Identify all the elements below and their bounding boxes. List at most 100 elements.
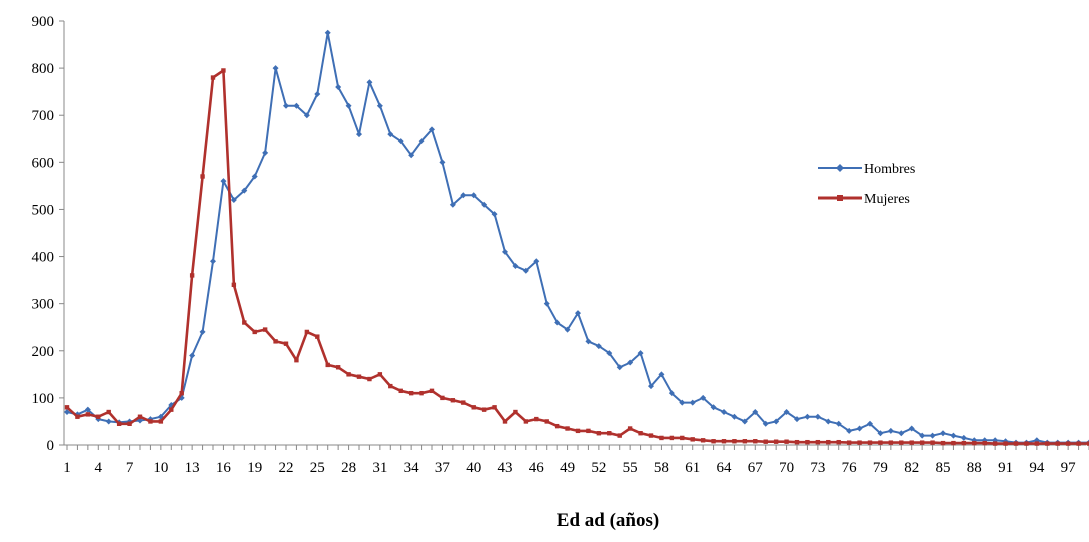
data-point [512,262,519,269]
x-tick-label: 88 [967,460,982,476]
data-point [648,433,654,438]
data-point [470,192,477,199]
data-point [732,439,737,444]
data-point [627,359,634,366]
data-point [251,173,258,180]
data-point [429,126,435,133]
data-point [199,328,206,335]
data-point [784,439,789,444]
legend-item-hombres: Hombres [818,162,915,177]
data-point [64,409,70,416]
data-point [648,383,654,390]
data-point [669,435,675,441]
data-point [293,102,300,109]
data-point [148,419,153,424]
data-point [294,358,299,363]
x-tick-label: 70 [779,460,794,476]
data-point [481,201,488,208]
data-point [899,440,904,445]
data-point [637,350,644,357]
data-point [84,406,91,413]
legend-marker [836,164,844,172]
x-tick-label: 25 [310,460,325,476]
data-point [127,421,132,426]
x-tick-label: 43 [498,460,513,476]
data-point [972,440,977,446]
data-point [741,418,748,425]
x-tick-label: 55 [623,460,638,476]
data-point [773,439,779,444]
series-hombres [64,29,1089,446]
data-point [210,75,216,80]
y-tick-label: 0 [47,438,55,454]
data-point [304,329,310,335]
legend: Hombres Mujeres [818,162,915,207]
data-point [210,258,216,265]
data-point [169,407,174,412]
x-tick-label: 10 [153,460,168,476]
data-point [826,439,831,445]
data-point [575,310,581,317]
data-point [1024,441,1029,446]
x-tick-label: 37 [435,460,451,476]
data-point [439,159,446,166]
data-point [679,399,686,406]
data-point [1076,441,1081,446]
data-point [773,418,780,425]
data-point [106,409,111,415]
data-point [314,91,321,98]
data-point [846,440,852,445]
data-point [1013,441,1019,446]
data-point [189,352,196,359]
data-point [742,439,748,444]
data-point [909,440,914,445]
data-point [335,365,341,370]
data-point [919,432,926,439]
data-point [564,326,571,333]
x-tick-label: 22 [279,460,294,476]
data-point [388,383,393,389]
data-point [929,432,936,439]
data-point [419,390,424,396]
data-point [544,419,549,424]
legend-marker [837,195,843,201]
x-tick-label: 94 [1029,460,1045,476]
data-point [721,439,727,444]
x-tick-label: 79 [873,460,888,476]
x-axis-title: Ed ad (años) [557,510,659,531]
data-point [481,407,487,412]
x-tick-label: 97 [1061,460,1077,476]
x-tick-label: 16 [216,460,232,476]
data-point [324,29,331,36]
x-tick-label: 19 [247,460,262,476]
data-point [992,441,998,446]
data-point [491,211,498,218]
data-point [231,282,237,288]
data-point [189,273,195,278]
data-point [940,430,946,437]
data-point [982,440,987,446]
data-point [554,423,560,429]
data-point [867,420,873,427]
data-point [502,419,508,424]
data-point [408,152,415,159]
x-tick-label: 31 [372,460,387,476]
series-line [66,31,1089,444]
data-point [200,174,205,179]
y-tick-label: 200 [32,344,55,360]
x-tick-label: 34 [404,460,420,476]
plot-area [64,29,1089,446]
y-tick-label: 900 [32,14,55,30]
data-point [835,420,842,427]
x-tick-label: 67 [748,460,764,476]
data-point [262,149,269,156]
data-point [283,102,289,109]
data-point [668,390,675,397]
data-point [721,409,727,416]
legend-label: Mujeres [864,192,910,207]
data-point [607,431,612,436]
x-tick-label: 4 [95,460,103,476]
data-point [522,267,529,274]
data-point [1003,441,1008,446]
data-point [616,364,623,371]
